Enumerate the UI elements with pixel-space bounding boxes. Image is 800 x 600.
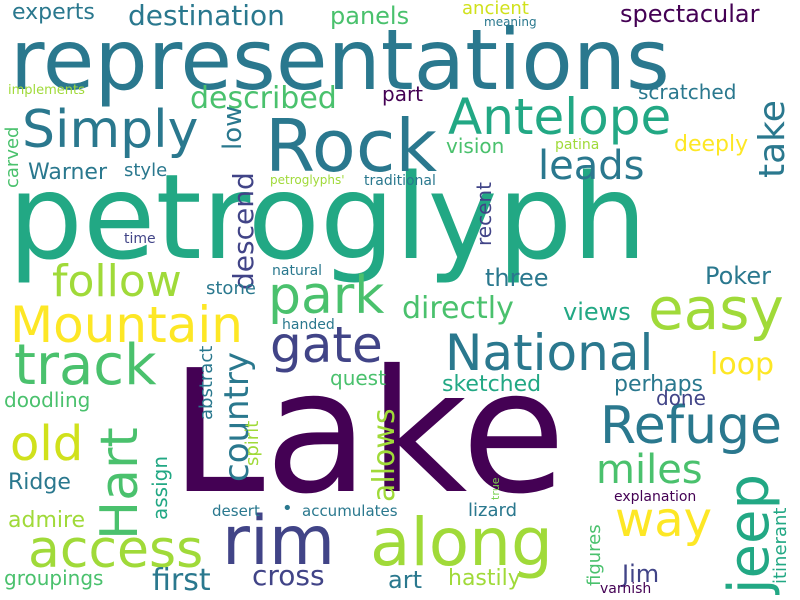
word-along: along <box>370 504 553 581</box>
word-itinerant: itinerant <box>770 507 791 584</box>
word-style: style <box>124 160 168 181</box>
word-lizard: lizard <box>468 500 517 521</box>
word-sketched: sketched <box>442 372 542 397</box>
word-easy: easy <box>648 275 784 343</box>
word-representations: representations <box>10 11 670 109</box>
word-ancient: ancient <box>462 0 529 19</box>
word-petroglyphs: petroglyphs' <box>270 173 345 187</box>
word-rock: Rock <box>265 104 438 188</box>
word-rim: rim <box>222 502 336 581</box>
word-warner: Warner <box>28 160 108 185</box>
word-stone: stone <box>206 278 256 299</box>
word-bullet: • <box>282 498 293 519</box>
word-quest: quest <box>330 366 386 390</box>
word-gate: gate <box>270 316 383 374</box>
word-follow: follow <box>52 256 182 307</box>
word-explanation: explanation <box>614 489 697 505</box>
word-access: access <box>28 520 204 580</box>
word-deeply: deeply <box>674 132 749 157</box>
word-destination: destination <box>128 0 285 32</box>
word-admire: admire <box>8 508 86 533</box>
word-abstract: abstract <box>196 345 217 420</box>
word-hart: Hart <box>90 427 150 540</box>
word-simply: Simply <box>22 100 199 160</box>
word-national: National <box>445 324 654 382</box>
word-cross: cross <box>252 559 325 592</box>
word-spirit: spirit <box>242 420 263 466</box>
word-part: part <box>382 82 424 106</box>
word-groupings: groupings <box>4 566 104 590</box>
word-first: first <box>152 563 211 598</box>
word-meaning: meaning <box>484 15 537 29</box>
word-take: take <box>752 100 793 178</box>
word-poker: Poker <box>705 262 771 290</box>
word-leads: leads <box>538 143 645 189</box>
word-varnish: varnish <box>600 581 652 597</box>
word-park: park <box>268 266 385 326</box>
word-miles: miles <box>596 447 703 493</box>
word-jim: Jim <box>622 560 660 588</box>
word-hastily: hastily <box>448 566 521 591</box>
word-ridge: Ridge <box>8 470 71 495</box>
word-three: three <box>485 264 549 292</box>
word-panels: panels <box>330 2 410 30</box>
word-patina: patina <box>555 137 600 153</box>
word-track: track <box>14 333 157 398</box>
word-allows: allows <box>367 408 402 502</box>
word-low: low <box>218 105 248 150</box>
word-refuge: Refuge <box>600 396 783 456</box>
word-views: views <box>563 298 631 326</box>
word-traditional: traditional <box>364 173 436 189</box>
word-doodling: doodling <box>4 388 91 412</box>
word-scratched: scratched <box>638 80 737 104</box>
word-implements: implements <box>8 83 85 98</box>
word-loop: loop <box>710 347 775 382</box>
word-desert: desert <box>212 502 260 520</box>
word-directly: directly <box>402 291 514 326</box>
word-natural: natural <box>272 263 323 279</box>
word-experts: experts <box>12 0 95 25</box>
word-spectacular: spectacular <box>620 0 760 28</box>
word-perhaps: perhaps <box>614 372 704 397</box>
word-done: done <box>656 386 706 410</box>
word-petroglyph: petroglyph <box>8 148 648 286</box>
word-time: time <box>124 231 156 247</box>
word-mountain: Mountain <box>10 296 243 354</box>
word-true: true <box>489 477 502 500</box>
word-way: way <box>615 492 713 548</box>
word-figures: figures <box>584 524 605 586</box>
word-carved: carved <box>2 126 23 188</box>
word-recent: recent <box>472 182 496 246</box>
word-antelope: Antelope <box>448 88 672 146</box>
word-lake: Lake <box>170 334 566 532</box>
word-handed: handed <box>282 317 335 333</box>
word-vision: vision <box>446 134 505 158</box>
word-accumulates: accumulates <box>302 502 398 520</box>
word-descend: descend <box>227 172 260 290</box>
word-old: old <box>10 416 84 472</box>
word-assign: assign <box>148 455 172 520</box>
word-described: described <box>190 81 337 116</box>
word-art: art <box>388 566 422 594</box>
